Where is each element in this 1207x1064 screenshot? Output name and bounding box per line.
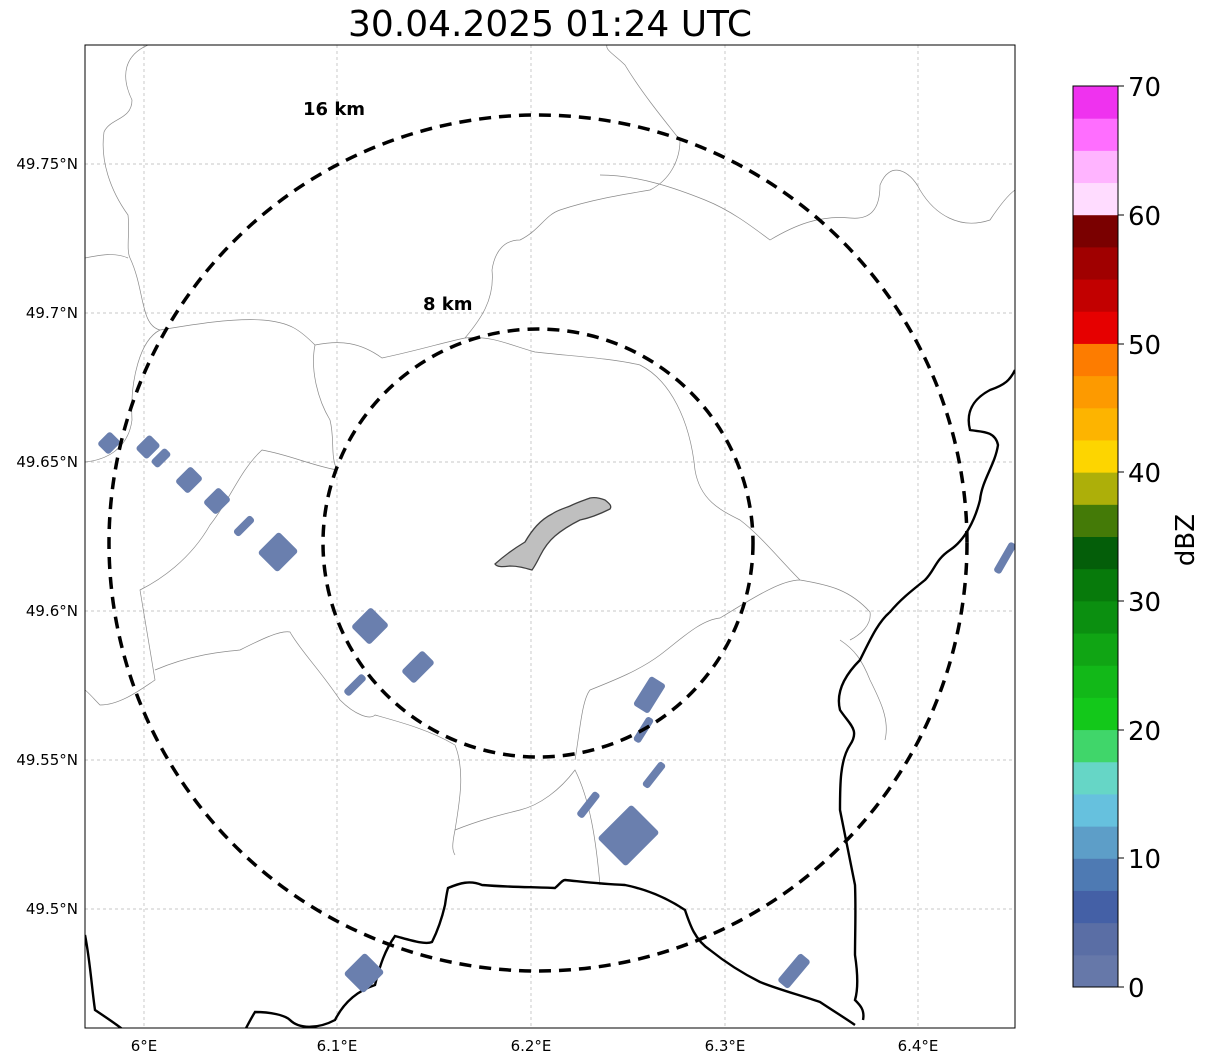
colorbar-segment [1073, 729, 1118, 763]
lat-tick: 49.55°N [16, 751, 78, 769]
echo-cell [344, 674, 366, 696]
ring-label-16km: 16 km [303, 99, 365, 120]
colorbar-tick-label: 50 [1128, 331, 1161, 361]
colorbar-segment [1073, 922, 1118, 956]
echo-cell [233, 515, 255, 537]
colorbar-segment [1073, 665, 1118, 698]
colorbar-unit-label: dBZ [1171, 514, 1201, 566]
latitude-ticks: 49.75°N 49.7°N 49.65°N 49.6°N 49.55°N 49… [16, 155, 78, 918]
colorbar-tick-label: 70 [1128, 73, 1161, 103]
colorbar-segment [1073, 150, 1118, 184]
colorbar-tick-label: 20 [1128, 717, 1161, 747]
colorbar-tick-label: 0 [1128, 974, 1145, 1004]
range-rings [107, 113, 969, 973]
lon-tick: 6.1°E [317, 1037, 358, 1055]
colorbar-segments [1073, 86, 1118, 988]
colorbar-segment [1073, 633, 1118, 666]
colorbar-segment [1073, 246, 1118, 280]
colorbar: 0 10 20 30 40 50 60 70 dBZ [1072, 73, 1201, 1004]
colorbar-segment [1073, 439, 1118, 473]
radar-map[interactable]: 16 km 8 km 6°E 6.1°E 6.2°E 6.3°E 6.4°E 4… [0, 0, 1040, 1064]
colorbar-segment [1073, 761, 1118, 795]
lon-tick: 6.2°E [511, 1037, 552, 1055]
colorbar-segment [1073, 890, 1118, 924]
colorbar-segment [1073, 826, 1118, 859]
radar-echoes [98, 432, 1015, 993]
colorbar-ticks [1118, 85, 1124, 988]
ring-label-8km: 8 km [423, 294, 473, 315]
echo-cell [176, 467, 202, 493]
colorbar-segment [1073, 118, 1118, 151]
colorbar-tick-label: 10 [1128, 845, 1161, 875]
colorbar-segment [1073, 407, 1118, 441]
lon-tick: 6.3°E [705, 1037, 746, 1055]
colorbar-segment [1073, 472, 1118, 505]
map-title: 30.04.2025 01:24 UTC [347, 4, 753, 45]
echo-cell [577, 791, 600, 818]
colorbar-segment [1073, 954, 1118, 988]
lon-tick: 6.4°E [898, 1037, 939, 1055]
city-area [494, 496, 612, 571]
colorbar-segment [1073, 279, 1118, 312]
gridlines [85, 45, 1015, 1028]
lat-tick: 49.5°N [26, 900, 78, 918]
echo-cell [352, 608, 388, 644]
longitude-ticks: 6°E 6.1°E 6.2°E 6.3°E 6.4°E [131, 1037, 939, 1055]
range-ring-16km [107, 113, 969, 973]
map-frame [84, 44, 1016, 1029]
echo-cell [136, 435, 160, 459]
colorbar-tick-label: 40 [1128, 459, 1161, 489]
echo-cell [344, 953, 384, 993]
echo-cell [598, 805, 659, 866]
colorbar-segment [1073, 858, 1118, 891]
colorbar-frame [1072, 85, 1119, 988]
lat-tick: 49.7°N [26, 304, 78, 322]
lat-tick: 49.65°N [16, 453, 78, 471]
colorbar-tick-label: 30 [1128, 588, 1161, 618]
colorbar-segment [1073, 600, 1118, 634]
echo-cell [258, 532, 298, 572]
colorbar-segment [1073, 536, 1118, 570]
colorbar-segment [1073, 182, 1118, 216]
colorbar-segment [1073, 343, 1118, 377]
colorbar-segment [1073, 568, 1118, 602]
range-ring-8km [321, 327, 755, 759]
echo-cell [204, 488, 230, 514]
echo-cell [98, 432, 120, 454]
lon-tick: 6°E [131, 1037, 158, 1055]
colorbar-segment [1073, 86, 1118, 119]
echo-cell [994, 542, 1015, 574]
colorbar-tick-label: 60 [1128, 202, 1161, 232]
country-border [85, 369, 1015, 1028]
colorbar-segment [1073, 375, 1118, 409]
colorbar-segment [1073, 504, 1118, 537]
echo-cell [633, 676, 665, 713]
colorbar-segment [1073, 793, 1118, 827]
lat-tick: 49.6°N [26, 602, 78, 620]
echo-cell [402, 651, 434, 683]
lat-tick: 49.75°N [16, 155, 78, 173]
echo-cell [642, 761, 666, 789]
municipal-boundaries [85, 45, 1015, 886]
colorbar-segment [1073, 697, 1118, 731]
colorbar-segment [1073, 311, 1118, 344]
echo-cell [151, 448, 171, 468]
colorbar-segment [1073, 214, 1118, 248]
echo-cell [778, 953, 810, 989]
